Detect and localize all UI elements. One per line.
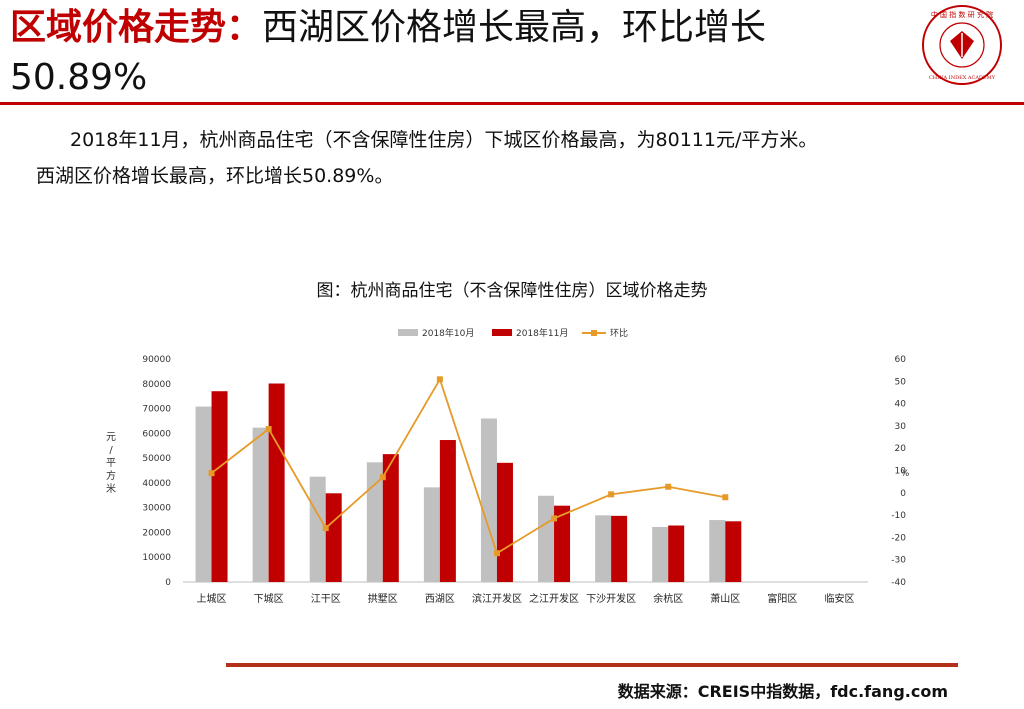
legend-label-nov: 2018年11月 <box>516 327 568 339</box>
y-axis-label-char: 元 <box>106 432 116 443</box>
bar-oct <box>709 520 726 582</box>
y-tick-label: 70000 <box>142 405 171 415</box>
summary-line-1: 2018年11月，杭州商品住宅（不含保障性住房）下城区价格最高，为80111元/… <box>70 129 818 151</box>
mom-point <box>379 474 386 481</box>
mom-point <box>551 515 558 522</box>
x-tick-label: 上城区 <box>197 593 227 605</box>
bar-nov <box>439 440 456 582</box>
bar-oct <box>423 487 440 582</box>
y2-tick-label: 20 <box>895 444 907 454</box>
x-tick-label: 江干区 <box>311 593 341 605</box>
bar-oct <box>538 495 555 582</box>
y2-tick-label: 40 <box>895 400 907 410</box>
bar-oct <box>309 476 326 582</box>
bar-nov <box>554 505 571 582</box>
bar-oct <box>652 526 669 582</box>
bar-nov <box>325 493 342 582</box>
y-axis-label-char: / <box>109 445 113 456</box>
mom-point <box>322 525 329 532</box>
bar-nov <box>268 383 285 582</box>
bar-nov <box>382 454 399 582</box>
legend-swatch-mom-marker <box>591 330 597 336</box>
y-axis-label-char: 平 <box>106 458 116 469</box>
bar-oct <box>252 427 269 582</box>
y-tick-label: 60000 <box>142 429 171 439</box>
y2-tick-label: -10 <box>891 511 906 521</box>
y-axis-label-char: 方 <box>106 469 116 482</box>
bar-oct <box>366 462 383 582</box>
y-tick-label: 30000 <box>142 504 171 514</box>
chart-title: 图：杭州商品住宅（不含保障性住房）区域价格走势 <box>316 281 708 301</box>
legend-label-mom: 环比 <box>610 327 628 339</box>
bar-nov <box>496 462 513 582</box>
legend-label-oct: 2018年10月 <box>422 327 474 339</box>
y-tick-label: 90000 <box>142 355 171 365</box>
y-tick-label: 50000 <box>142 454 171 464</box>
title-line2: 50.89% <box>10 57 148 98</box>
y-tick-label: 20000 <box>142 528 171 538</box>
title-rest: 西湖区价格增长最高，环比增长 <box>262 7 767 48</box>
mom-point <box>665 483 672 490</box>
bar-nov <box>611 515 628 582</box>
bar-oct <box>195 406 212 582</box>
y-tick-label: 80000 <box>142 380 171 390</box>
bar-nov <box>725 521 742 582</box>
x-tick-label: 拱墅区 <box>368 592 398 605</box>
legend-swatch-oct <box>398 329 418 336</box>
mom-point <box>608 491 615 498</box>
y2-tick-label: 60 <box>895 355 907 365</box>
x-tick-label: 富阳区 <box>767 592 797 605</box>
y2-tick-label: -40 <box>891 578 906 588</box>
mom-line <box>210 377 726 555</box>
mom-point <box>208 470 215 477</box>
x-tick-label: 下沙开发区 <box>586 592 636 605</box>
title-highlight: 区域价格走势： <box>10 7 263 48</box>
mom-point <box>265 426 272 433</box>
y2-tick-label: -30 <box>891 556 906 566</box>
y2-tick-label: 50 <box>895 377 907 387</box>
bar-oct <box>480 418 497 582</box>
x-tick-label: 余杭区 <box>653 592 683 605</box>
mom-point <box>436 376 443 383</box>
y2-tick-label: 10 <box>895 467 907 477</box>
footer-rule <box>226 663 958 667</box>
bar-nov <box>211 391 228 582</box>
bar-nov <box>668 525 685 582</box>
bar-oct <box>595 515 612 582</box>
y2-tick-label: 30 <box>895 422 907 432</box>
x-tick-label: 滨江开发区 <box>472 592 522 605</box>
x-tick-label: 萧山区 <box>710 593 740 605</box>
x-tick-label: 西湖区 <box>425 593 455 605</box>
header-rule <box>0 102 1024 105</box>
logo-seal-icon: 中 国 指 数 研 究 院 CHINA INDEX ACADEMY <box>922 5 1002 85</box>
x-tick-label: 之江开发区 <box>529 592 579 605</box>
y2-tick-label: -20 <box>891 533 906 543</box>
y-axis-label-char: 米 <box>106 482 116 495</box>
y2-axis-label: % <box>901 469 910 479</box>
page-title: 区域价格走势：西湖区价格增长最高，环比增长 <box>10 6 910 50</box>
summary-line-2: 西湖区价格增长最高，环比增长50.89%。 <box>36 165 394 187</box>
svg-text:CHINA INDEX ACADEMY: CHINA INDEX ACADEMY <box>929 75 996 81</box>
y2-tick-label: 0 <box>900 489 906 499</box>
y-tick-label: 0 <box>165 578 171 588</box>
svg-text:中 国 指 数 研 究 院: 中 国 指 数 研 究 院 <box>931 10 993 19</box>
y-tick-label: 40000 <box>142 479 171 489</box>
x-tick-label: 下城区 <box>254 593 284 605</box>
y-tick-label: 10000 <box>142 553 171 563</box>
legend-swatch-nov <box>492 329 512 336</box>
mom-point <box>493 550 500 557</box>
mom-point <box>722 494 729 501</box>
x-tick-label: 临安区 <box>824 592 854 605</box>
data-source: 数据来源：CREIS中指数据，fdc.fang.com <box>617 682 948 701</box>
summary-paragraph: 2018年11月，杭州商品住宅（不含保障性住房）下城区价格最高，为80111元/… <box>36 122 1006 194</box>
